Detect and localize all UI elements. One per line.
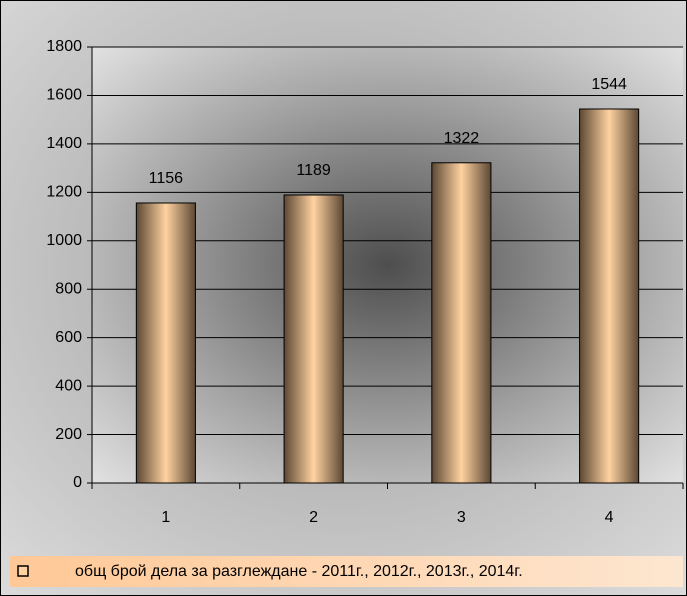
legend-label: общ брой дела за разглеждане - 2011г., 2… xyxy=(75,563,523,580)
bar xyxy=(283,194,344,484)
x-tick-label: 3 xyxy=(457,509,466,526)
legend-box xyxy=(10,556,683,587)
y-tick-label: 400 xyxy=(55,377,82,394)
y-tick-label: 1000 xyxy=(46,232,82,249)
y-tick-label: 1800 xyxy=(46,38,82,55)
y-tick-label: 1400 xyxy=(46,135,82,152)
y-tick-label: 600 xyxy=(55,329,82,346)
y-tick-label: 1600 xyxy=(46,87,82,104)
data-label: 1156 xyxy=(149,170,184,187)
data-label: 1322 xyxy=(444,130,480,147)
y-tick-label: 1200 xyxy=(46,184,82,201)
bar xyxy=(579,108,640,484)
y-tick-label: 800 xyxy=(55,280,82,297)
y-tick-label: 0 xyxy=(73,474,82,491)
bar xyxy=(431,162,492,484)
bar xyxy=(135,202,196,484)
data-label: 1544 xyxy=(591,76,627,93)
x-tick-label: 2 xyxy=(309,509,318,526)
y-tick-label: 200 xyxy=(55,426,82,443)
x-tick-label: 1 xyxy=(161,509,170,526)
x-tick-label: 4 xyxy=(605,509,614,526)
legend-marker xyxy=(17,565,29,577)
data-label: 1189 xyxy=(296,162,331,179)
